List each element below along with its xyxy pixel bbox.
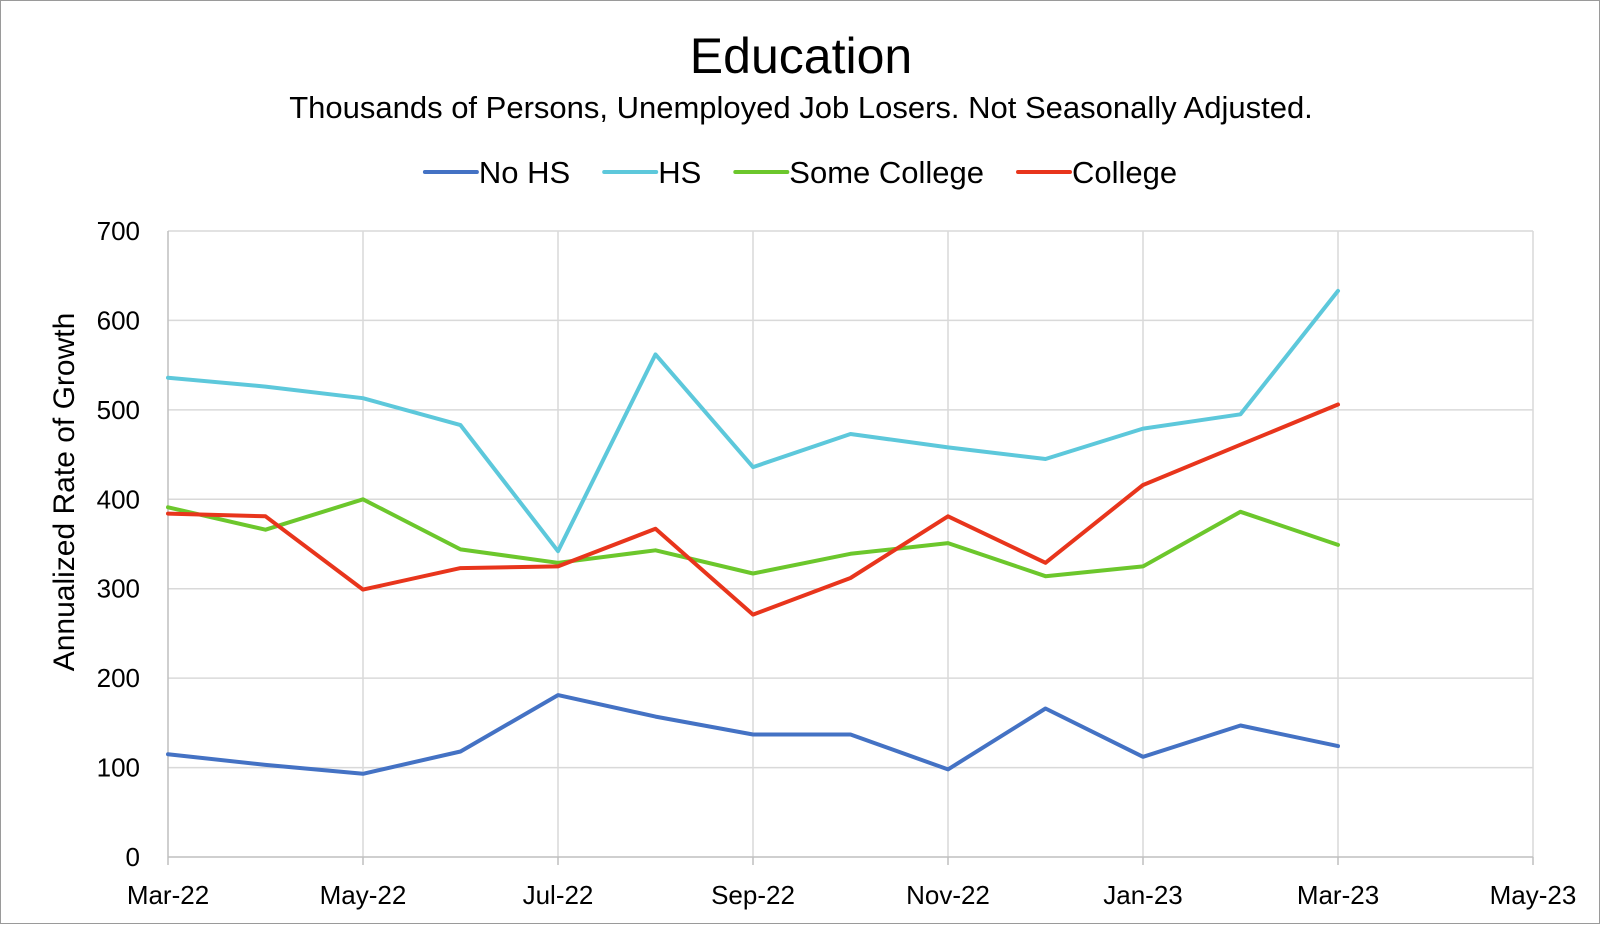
- x-tick-label: Jan-23: [1103, 880, 1183, 910]
- legend-item: College: [1016, 155, 1177, 190]
- x-tick-label: May-22: [320, 880, 407, 910]
- legend: No HS HS Some College College: [422, 155, 1177, 190]
- x-tick-label: Sep-22: [711, 880, 795, 910]
- chart-title: Education: [690, 28, 912, 84]
- x-tick-label: Mar-23: [1297, 880, 1379, 910]
- y-tick-label: 700: [97, 216, 140, 246]
- y-tick-label: 200: [97, 663, 140, 693]
- y-tick-label: 400: [97, 484, 140, 514]
- series-lines: [166, 288, 1340, 776]
- series-line-hs: [166, 288, 1340, 554]
- y-tick-label: 0: [126, 842, 140, 872]
- legend-item: No HS: [422, 155, 570, 190]
- y-tick-label: 300: [97, 574, 140, 604]
- series-line-some-college: [166, 497, 1340, 579]
- legend-label: HS: [658, 155, 701, 190]
- x-tick-label: Mar-22: [127, 880, 209, 910]
- x-tick-label: Jul-22: [523, 880, 594, 910]
- legend-item: Some College: [733, 155, 984, 190]
- y-tick-label: 500: [97, 395, 140, 425]
- legend-item: HS: [602, 155, 701, 190]
- x-tick-label: Nov-22: [906, 880, 990, 910]
- y-axis-ticks: 0 100 200 300 400 500 600 700: [97, 216, 140, 872]
- x-axis-ticks: Mar-22 May-22 Jul-22 Sep-22 Nov-22 Jan-23 Mar-…: [127, 880, 1577, 910]
- legend-label: College: [1072, 155, 1177, 190]
- series-line-college: [166, 402, 1340, 617]
- y-tick-label: 600: [97, 305, 140, 335]
- legend-label: Some College: [789, 155, 984, 190]
- x-tick-label: May-23: [1490, 880, 1577, 910]
- gridlines: [168, 230, 1534, 857]
- y-axis-label: Annualized Rate of Growth: [48, 313, 81, 672]
- series-line-no-hs: [166, 693, 1340, 776]
- y-tick-label: 100: [97, 753, 140, 783]
- chart-subtitle: Thousands of Persons, Unemployed Job Los…: [289, 90, 1313, 125]
- legend-label: No HS: [479, 155, 570, 190]
